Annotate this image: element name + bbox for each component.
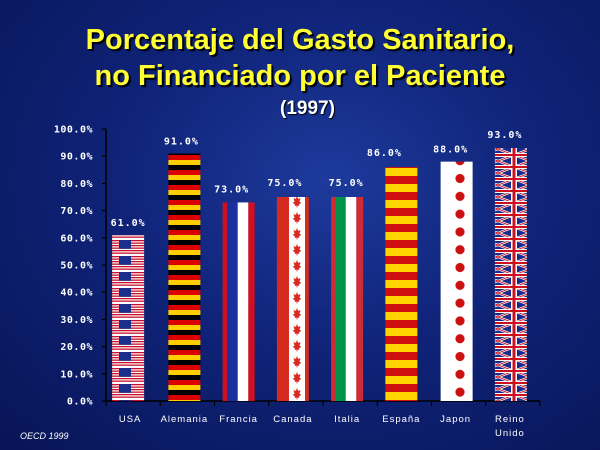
category-label: Canada <box>273 414 312 425</box>
value-label: 75.0% <box>329 178 364 189</box>
y-tick-label: 50.0% <box>60 261 93 272</box>
bar-reino-unido <box>494 148 527 401</box>
bar-canada <box>276 197 309 401</box>
y-tick-label: 10.0% <box>60 369 93 380</box>
category-label: Francia <box>219 414 258 425</box>
y-tick-label: 20.0% <box>60 342 93 353</box>
category-labels: USA Alemania Francia Canada Italia España Japo… <box>119 414 525 439</box>
value-label: 88.0% <box>433 145 468 156</box>
bar-alemania <box>168 153 201 401</box>
source-note: OECD 1999 <box>20 431 69 441</box>
category-label: Alemania <box>161 414 209 425</box>
value-label: 73.0% <box>214 184 249 195</box>
category-label: USA <box>119 414 142 425</box>
bar-españa <box>385 167 418 401</box>
value-labels: 61.0% 91.0% 73.0% 75.0% 75.0% 86.0% 88.0% 93.0% <box>111 130 522 229</box>
y-tick-label: 40.0% <box>60 288 93 299</box>
y-tick-label: 0.0% <box>67 397 93 408</box>
chart-title: Porcentaje del Gasto Sanitario, no Finan… <box>0 22 600 94</box>
y-tick-label: 60.0% <box>60 233 93 244</box>
category-label: Unido <box>495 428 525 439</box>
title-line-1: Porcentaje del Gasto Sanitario, <box>85 24 515 56</box>
chart-subtitle: (1997) <box>280 98 335 119</box>
value-label: 93.0% <box>487 130 522 141</box>
category-label: Italia <box>334 414 360 425</box>
y-ticks: 0.0% 10.0% 20.0% 30.0% 40.0% 50.0% 60.0% 70.0% 8… <box>54 125 106 408</box>
bar-usa <box>112 235 145 401</box>
category-label: Reino <box>495 414 525 425</box>
bar-francia <box>222 202 255 401</box>
y-tick-label: 70.0% <box>60 206 93 217</box>
value-label: 61.0% <box>111 218 146 229</box>
category-label: Japon <box>440 414 471 425</box>
value-label: 75.0% <box>267 178 302 189</box>
bar-japon <box>440 161 473 401</box>
x-ticks <box>105 401 541 406</box>
y-tick-label: 100.0% <box>54 125 93 136</box>
value-label: 86.0% <box>367 148 402 159</box>
bars <box>112 148 527 401</box>
value-label: 91.0% <box>164 136 199 147</box>
y-tick-label: 30.0% <box>60 315 93 326</box>
bar-italia <box>331 197 364 401</box>
y-tick-label: 90.0% <box>60 152 93 163</box>
category-label: España <box>382 414 420 425</box>
title-line-2: no Financiado por el Paciente <box>94 60 506 92</box>
y-tick-label: 80.0% <box>60 179 93 190</box>
